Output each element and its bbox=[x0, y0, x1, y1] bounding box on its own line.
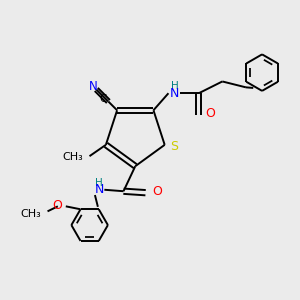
Text: N: N bbox=[95, 183, 104, 196]
Text: O: O bbox=[52, 199, 62, 212]
Text: CH₃: CH₃ bbox=[62, 152, 83, 162]
Text: H: H bbox=[95, 178, 103, 188]
Text: O: O bbox=[205, 107, 215, 120]
Text: H: H bbox=[171, 81, 178, 91]
Text: S: S bbox=[170, 140, 178, 153]
Text: CH₃: CH₃ bbox=[20, 209, 41, 219]
Text: O: O bbox=[152, 185, 162, 198]
Text: N: N bbox=[88, 80, 97, 93]
Text: N: N bbox=[170, 87, 179, 100]
Text: C: C bbox=[99, 94, 106, 104]
